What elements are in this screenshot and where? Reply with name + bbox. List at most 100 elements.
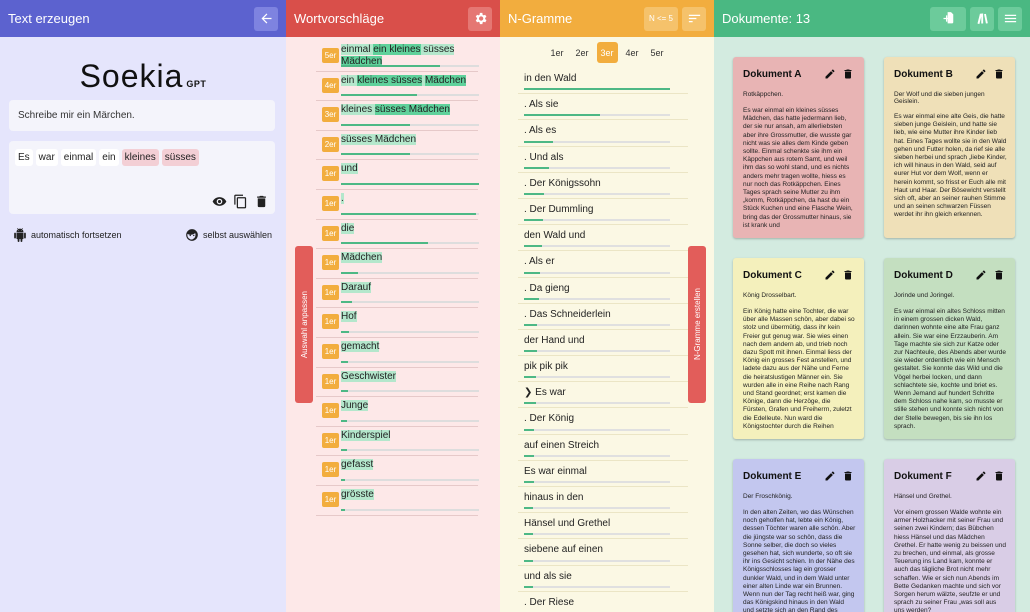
frequency-track xyxy=(524,297,670,300)
word-suggestion-row[interactable]: 3er kleines süsses Mädchen xyxy=(286,101,500,131)
ngram-tab[interactable]: 1er xyxy=(550,47,564,58)
token[interactable]: süsses xyxy=(161,149,199,166)
word-suggestion-row[interactable]: 2er süsses Mädchen xyxy=(286,131,500,161)
word-suggestion-row[interactable]: 1er. xyxy=(286,190,500,220)
trash-icon[interactable] xyxy=(842,269,854,281)
suggestion-text: ein kleines süsses Mädchen xyxy=(341,74,467,87)
manual-select-option[interactable]: selbst auswählen xyxy=(185,228,272,242)
ngram-row[interactable]: . Als es xyxy=(500,120,714,147)
create-ngrams-button[interactable]: N-Gramme erstellen xyxy=(688,246,706,403)
frequency-bar xyxy=(524,323,538,326)
edit-icon[interactable] xyxy=(824,269,836,281)
token[interactable]: einmal xyxy=(60,149,97,166)
word-suggestion-row[interactable]: 1er grösste xyxy=(286,486,500,516)
ngram-row[interactable]: Hänsel und Grethel xyxy=(500,513,714,540)
auto-continue-option[interactable]: automatisch fortsetzen xyxy=(13,228,122,242)
word-suggestion-row[interactable]: 1er Hof xyxy=(286,308,500,338)
ngram-row[interactable]: . Der Riese xyxy=(500,592,714,612)
probability-bar xyxy=(341,478,346,481)
back-button[interactable] xyxy=(254,6,278,31)
ngram-row[interactable]: . Da gieng xyxy=(500,278,714,304)
word-suggestion-row[interactable]: 1er Mädchen xyxy=(286,249,500,279)
document-card[interactable]: Dokument E Der Froschkönig. In den alten Z… xyxy=(733,459,864,612)
ngram-size-badge: 1er xyxy=(322,403,339,419)
frequency-track xyxy=(524,192,670,195)
trash-icon[interactable] xyxy=(993,470,1005,482)
copy-icon[interactable] xyxy=(233,194,248,209)
document-actions xyxy=(975,470,1005,482)
edit-icon[interactable] xyxy=(824,68,836,80)
row-divider xyxy=(316,70,478,72)
prompt-input[interactable]: Schreibe mir ein Märchen. xyxy=(9,100,275,131)
ngram-row[interactable]: den Wald und xyxy=(500,225,714,252)
document-card[interactable]: Dokument A Rotkäppchen. Es war einmal ein … xyxy=(733,57,864,238)
word-suggestion-row[interactable]: 4er ein kleines süsses Mädchen xyxy=(286,72,500,102)
ngram-row[interactable]: . Und als xyxy=(500,147,714,173)
row-divider xyxy=(518,276,688,278)
ngram-tab[interactable]: 3er xyxy=(596,42,618,63)
ngram-row[interactable]: auf einen Streich xyxy=(500,435,714,461)
ngram-row[interactable]: und als sie xyxy=(500,566,714,592)
ngram-tab[interactable]: 5er xyxy=(650,47,664,58)
eye-icon[interactable] xyxy=(212,194,227,209)
trash-icon[interactable] xyxy=(993,269,1005,281)
row-divider xyxy=(316,100,478,102)
ngram-row[interactable]: . Das Schneiderlein xyxy=(500,304,714,330)
document-actions xyxy=(824,470,854,482)
ngram-row[interactable]: . Der König xyxy=(500,408,714,435)
word-suggestion-row[interactable]: 1er Darauf xyxy=(286,279,500,309)
ngram-tab[interactable]: 4er xyxy=(625,47,639,58)
ngram-row[interactable]: . Der Dummling xyxy=(500,199,714,226)
document-text: Vor einem grossen Walde wohnte ein armer… xyxy=(894,509,1007,612)
edit-icon[interactable] xyxy=(975,68,987,80)
ngram-row[interactable]: pik pik pik xyxy=(500,356,714,383)
trash-icon[interactable] xyxy=(993,68,1005,80)
edit-icon[interactable] xyxy=(975,269,987,281)
row-divider xyxy=(518,197,688,199)
add-document-button[interactable] xyxy=(930,6,966,31)
trash-icon[interactable] xyxy=(842,470,854,482)
ngram-row[interactable]: . Der Königssohn xyxy=(500,173,714,199)
menu-button[interactable] xyxy=(998,6,1022,31)
word-suggestion-row[interactable]: 1er Junge xyxy=(286,397,500,427)
ngram-text: in den Wald xyxy=(524,73,577,84)
trash-icon[interactable] xyxy=(254,194,269,209)
ngram-filter-button[interactable]: N <= 5 xyxy=(644,6,678,31)
word-suggestion-row[interactable]: 1er Kinderspiel xyxy=(286,427,500,457)
token[interactable]: war xyxy=(35,149,58,166)
word-suggestion-row[interactable]: 5er einmal ein kleines süsses Mädchen xyxy=(286,42,500,72)
token[interactable]: kleines xyxy=(121,149,159,166)
token[interactable]: ein xyxy=(99,149,119,166)
token[interactable]: Es xyxy=(15,149,33,166)
ngram-row[interactable]: . Als sie xyxy=(500,94,714,121)
ngram-row[interactable]: hinaus in den xyxy=(500,487,714,514)
probability-track xyxy=(341,271,479,274)
document-card[interactable]: Dokument C König Drosselbart. Ein König ha… xyxy=(733,258,864,439)
word-part: grösste xyxy=(341,488,374,500)
settings-button[interactable] xyxy=(468,6,492,31)
ngram-row[interactable]: siebene auf einen xyxy=(500,539,714,566)
document-card[interactable]: Dokument F Hänsel und Grethel. Vor einem g… xyxy=(884,459,1015,612)
word-suggestion-row[interactable]: 1er die xyxy=(286,220,500,250)
word-suggestion-row[interactable]: 1er gemacht xyxy=(286,338,500,368)
trash-icon[interactable] xyxy=(842,68,854,80)
ngram-row[interactable]: . Als er xyxy=(500,251,714,278)
word-part: die xyxy=(341,222,355,234)
ngram-tab[interactable]: 2er xyxy=(575,47,589,58)
document-card[interactable]: Dokument D Jorinde und Joringel. Es war ei… xyxy=(884,258,1015,439)
word-suggestion-row[interactable]: 1er Geschwister xyxy=(286,368,500,398)
adjust-selection-button[interactable]: Auswahl anpassen xyxy=(295,246,313,403)
frequency-bar xyxy=(524,140,554,143)
sort-icon xyxy=(688,14,700,23)
ngram-row[interactable]: der Hand und xyxy=(500,330,714,357)
ngram-row[interactable]: in den Wald xyxy=(500,68,714,95)
sort-button[interactable] xyxy=(682,6,706,31)
ngram-row[interactable]: Es war einmal xyxy=(500,461,714,487)
document-card[interactable]: Dokument B Der Wolf und die sieben jungen… xyxy=(884,57,1015,238)
word-suggestion-row[interactable]: 1er gefasst xyxy=(286,456,500,486)
ngram-row[interactable]: ❯ Es war xyxy=(500,382,714,409)
library-button[interactable] xyxy=(970,6,994,31)
word-suggestion-row[interactable]: 1er und xyxy=(286,160,500,190)
edit-icon[interactable] xyxy=(824,470,836,482)
edit-icon[interactable] xyxy=(975,470,987,482)
